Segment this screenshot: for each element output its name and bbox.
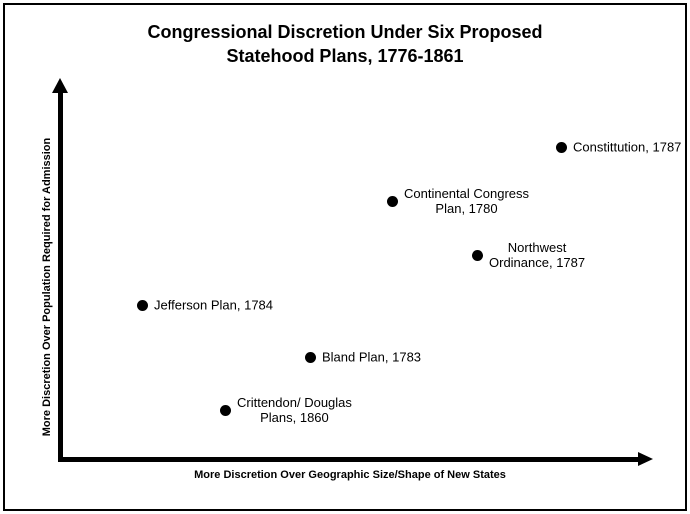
point-label: Jefferson Plan, 1784 (154, 298, 273, 313)
point-label-line: Continental Congress (404, 186, 530, 201)
y-axis-arrowhead-icon (52, 78, 68, 93)
chart-title-line1: Congressional Discretion Under Six Propo… (147, 22, 543, 42)
point-label: Constittution, 1787 (573, 140, 681, 155)
point-label: Continental Congress Plan, 1780 (404, 186, 529, 216)
point-label-line: Ordinance, 1787 (489, 255, 586, 270)
chart-frame-border (3, 3, 687, 511)
point-label: Bland Plan, 1783 (322, 350, 421, 365)
point-dot (386, 195, 398, 207)
point-label-line: Plans, 1860 (260, 410, 329, 425)
point-dot (219, 404, 231, 416)
point-dot (555, 141, 567, 153)
point-label-line: Constittution, 1787 (573, 139, 682, 155)
y-axis-line (58, 91, 63, 462)
point-label-line: Northwest (507, 240, 567, 255)
chart-title: Congressional Discretion Under Six Propo… (0, 20, 690, 68)
x-axis-line (58, 457, 640, 462)
point-label-line: Bland Plan, 1783 (322, 349, 422, 365)
point-dot (471, 249, 483, 261)
chart-title-line2: Statehood Plans, 1776-1861 (226, 46, 464, 66)
point-label: Northwest Ordinance, 1787 (489, 240, 585, 270)
point-label-line: Jefferson Plan, 1784 (154, 297, 274, 313)
point-label-line: Plan, 1780 (435, 201, 498, 216)
point-dot (136, 299, 148, 311)
x-axis-arrowhead-icon (638, 452, 653, 466)
x-axis-label: More Discretion Over Geographic Size/Sha… (194, 469, 506, 481)
point-dot (304, 351, 316, 363)
point-label: Crittendon/ Douglas Plans, 1860 (237, 395, 352, 425)
point-label-line: Crittendon/ Douglas (237, 395, 352, 410)
